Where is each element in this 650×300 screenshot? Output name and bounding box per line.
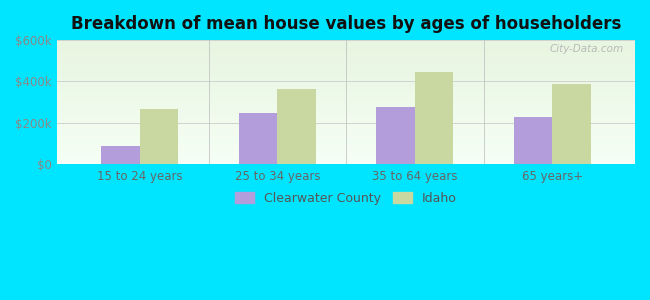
Bar <box>101 146 140 164</box>
Bar <box>376 107 415 164</box>
Bar <box>140 110 178 164</box>
Bar <box>415 72 454 164</box>
Title: Breakdown of mean house values by ages of householders: Breakdown of mean house values by ages o… <box>71 15 621 33</box>
Legend: Clearwater County, Idaho: Clearwater County, Idaho <box>230 187 462 210</box>
Bar <box>278 89 316 164</box>
Bar <box>239 112 278 164</box>
Bar <box>552 84 591 164</box>
Bar <box>514 117 552 164</box>
Text: City-Data.com: City-Data.com <box>549 44 623 54</box>
